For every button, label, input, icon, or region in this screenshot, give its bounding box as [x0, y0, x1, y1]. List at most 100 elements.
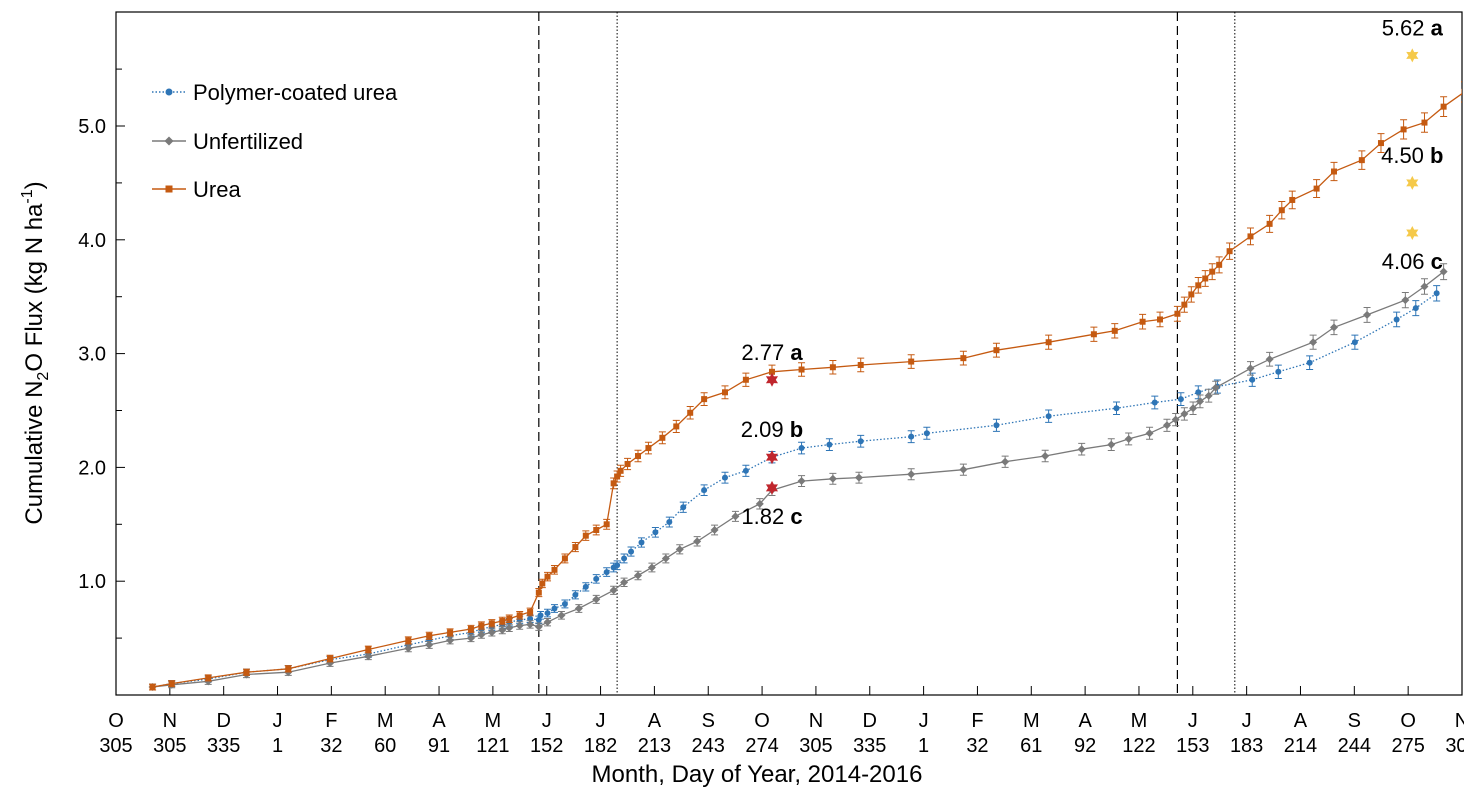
data-point: [149, 684, 156, 691]
x-tick-month: M: [377, 710, 394, 732]
data-point: [1188, 291, 1195, 298]
data-point: [526, 620, 535, 629]
y-axis-title: Cumulative N2O Flux (kg N ha-1): [19, 181, 52, 524]
data-point: [742, 376, 749, 383]
data-point: [1246, 364, 1255, 373]
data-point: [1177, 396, 1184, 403]
data-point: [624, 460, 631, 467]
data-point: [1393, 316, 1400, 323]
data-point: [537, 612, 544, 619]
data-point: [1195, 389, 1202, 396]
data-point: [561, 600, 568, 607]
series-line: [152, 92, 1462, 688]
data-point: [1247, 233, 1254, 240]
data-point: [539, 580, 546, 587]
data-point: [666, 519, 673, 526]
data-point: [1090, 331, 1097, 338]
data-point: [675, 545, 684, 554]
data-point: [710, 525, 719, 534]
data-point: [693, 537, 702, 546]
data-point: [1204, 391, 1213, 400]
highlight-star: [1406, 48, 1419, 63]
legend: Polymer-coated urea Unfertilized Urea: [152, 80, 398, 202]
x-tick-doy: 32: [320, 735, 342, 757]
x-tick-month: F: [325, 710, 337, 732]
x-tick-month: J: [919, 710, 929, 732]
highlight-label: 2.77 a: [741, 340, 803, 365]
data-point: [1377, 140, 1384, 147]
x-tick-month: J: [542, 710, 552, 732]
data-point: [516, 612, 523, 619]
data-point: [574, 604, 583, 613]
x-tick-month: O: [108, 710, 124, 732]
data-point: [614, 562, 621, 569]
data-point: [467, 625, 474, 632]
data-point: [1313, 185, 1320, 192]
x-axis: O 305 N 305 D 335 J 1 F 32 M 60 A 91 M 121 J 152 J 182 A 213 S…: [99, 686, 1464, 757]
x-tick-doy: 243: [692, 735, 725, 757]
y-tick-label: 1.0: [78, 571, 106, 593]
x-tick-doy: 275: [1391, 735, 1424, 757]
highlight-value: 5.62: [1382, 15, 1431, 40]
data-point: [1202, 275, 1209, 282]
data-point: [829, 364, 836, 371]
data-point: [609, 586, 618, 595]
data-point: [1331, 168, 1337, 175]
x-tick-month: A: [432, 710, 446, 732]
data-point: [826, 441, 833, 448]
data-point: [1077, 445, 1086, 454]
data-point: [854, 473, 863, 482]
data-point: [426, 632, 433, 639]
data-point: [582, 532, 589, 539]
x-tick-month: D: [216, 710, 230, 732]
highlight-label: 2.09 b: [741, 417, 803, 442]
data-point: [593, 575, 600, 582]
data-point: [603, 569, 610, 576]
x-tick-month: A: [1294, 710, 1308, 732]
x-tick-month: O: [754, 710, 770, 732]
data-point: [544, 573, 551, 580]
x-tick-doy: 214: [1284, 735, 1317, 757]
data-point: [285, 665, 292, 672]
highlight-label: 5.62 a: [1382, 15, 1444, 40]
highlight-letter: a: [1431, 15, 1444, 40]
application-lines: [538, 12, 1236, 695]
data-point: [798, 445, 805, 452]
x-tick-month: M: [1131, 710, 1148, 732]
data-point: [638, 539, 645, 546]
highlight-value: 2.09: [741, 417, 790, 442]
data-point: [1151, 399, 1158, 406]
data-point: [593, 526, 600, 533]
series-unfertilized: [148, 263, 1448, 692]
data-point: [1045, 413, 1052, 420]
data-point: [959, 465, 968, 474]
highlight-letter: c: [790, 504, 802, 529]
legend-item-unfertilized: Unfertilized: [152, 129, 303, 154]
x-tick-doy: 61: [1020, 735, 1042, 757]
data-point: [1461, 88, 1462, 95]
legend-label: Polymer-coated urea: [193, 80, 398, 105]
data-point: [498, 626, 507, 635]
data-point: [1401, 296, 1410, 305]
data-point: [1309, 338, 1318, 347]
data-point: [572, 544, 579, 551]
y-tick-label: 5.0: [78, 116, 106, 138]
data-point: [1278, 207, 1285, 214]
x-tick-doy: 183: [1230, 735, 1263, 757]
data-point: [659, 434, 666, 441]
data-point: [908, 358, 915, 365]
x-tick-month: N: [809, 710, 823, 732]
x-tick-doy: 305: [99, 735, 132, 757]
data-point: [557, 611, 566, 620]
highlight-value: 2.77: [741, 340, 790, 365]
x-axis-title: Month, Day of Year, 2014-2016: [592, 761, 923, 788]
data-point: [1330, 323, 1338, 332]
x-tick-doy: 152: [530, 735, 563, 757]
highlight-star: [1406, 175, 1419, 190]
data-point: [1439, 267, 1448, 276]
data-point: [701, 396, 708, 403]
data-point: [1351, 339, 1358, 346]
data-point: [603, 521, 610, 528]
data-point: [617, 467, 624, 474]
data-point: [722, 389, 728, 396]
